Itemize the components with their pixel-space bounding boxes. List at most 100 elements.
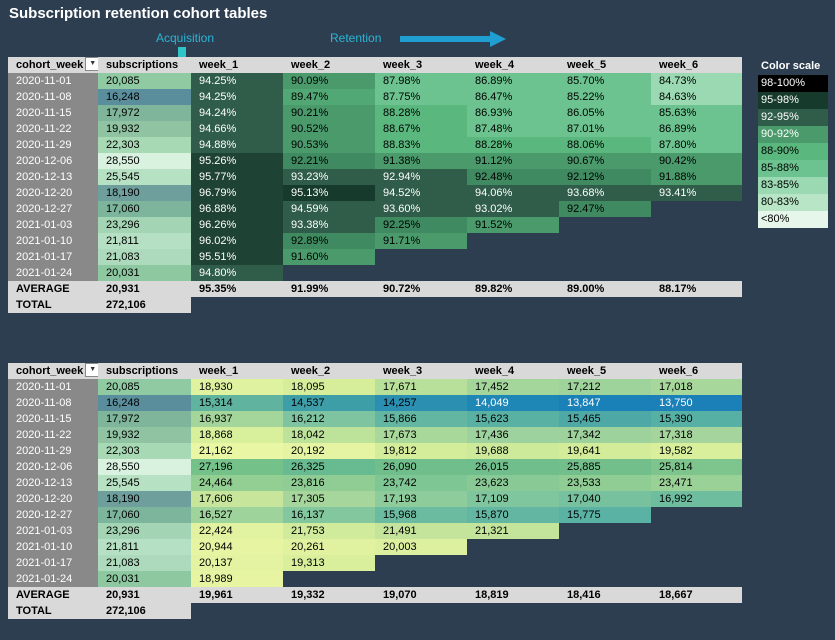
cohort-week-cell: 2020-11-15 (8, 105, 98, 121)
empty-cell (191, 603, 283, 619)
average-value: 91.99% (283, 281, 375, 297)
retention-value-cell: 95.77% (191, 169, 283, 185)
subscriptions-cell: 21,083 (98, 249, 191, 265)
average-value: 88.17% (651, 281, 742, 297)
empty-cell (283, 571, 375, 587)
counts-value-cell: 23,533 (559, 475, 651, 491)
subscriptions-cell: 20,031 (98, 265, 191, 281)
total-label: TOTAL (8, 297, 98, 313)
average-value: 20,931 (98, 281, 191, 297)
retention-row: 2020-12-27 17,060 96.88% 94.59% 93.60% 93.02%… (8, 201, 742, 217)
average-value: 89.82% (467, 281, 559, 297)
empty-cell (467, 571, 559, 587)
counts-value-cell: 23,471 (651, 475, 742, 491)
retention-row: 2020-11-01 20,085 94.25% 90.09% 87.98% 86.89%… (8, 73, 742, 89)
filter-dropdown-icon[interactable]: ▼ (85, 363, 98, 378)
counts-value-cell: 21,491 (375, 523, 467, 539)
counts-value-cell: 20,137 (191, 555, 283, 571)
retention-value-cell: 94.25% (191, 89, 283, 105)
retention-value-cell: 87.98% (375, 73, 467, 89)
retention-row: 2021-01-10 21,811 96.02% 92.89% 91.71% (8, 233, 742, 249)
counts-value-cell: 19,688 (467, 443, 559, 459)
retention-arrow-icon (400, 31, 506, 47)
counts-header-label: cohort_week (16, 365, 84, 377)
counts-value-cell: 16,527 (191, 507, 283, 523)
subscriptions-cell: 21,811 (98, 233, 191, 249)
filter-dropdown-icon[interactable]: ▼ (85, 57, 98, 72)
retention-header-week-3: week_3 (375, 57, 467, 73)
empty-cell (375, 571, 467, 587)
counts-value-cell: 24,464 (191, 475, 283, 491)
retention-value-cell: 93.38% (283, 217, 375, 233)
cohort-week-cell: 2020-12-27 (8, 201, 98, 217)
counts-header-label: week_2 (291, 365, 331, 377)
retention-header-week-6: week_6 (651, 57, 742, 73)
retention-value-cell: 95.13% (283, 185, 375, 201)
counts-row: 2021-01-24 20,031 18,989 (8, 571, 742, 587)
retention-value-cell: 94.52% (375, 185, 467, 201)
retention-value-cell: 94.06% (467, 185, 559, 201)
counts-value-cell: 23,742 (375, 475, 467, 491)
retention-header-cohort-week[interactable]: cohort_week ▼ (8, 57, 98, 73)
retention-header-week-2: week_2 (283, 57, 375, 73)
retention-value-cell: 91.38% (375, 153, 467, 169)
retention-header-label: week_6 (659, 59, 699, 71)
empty-cell (467, 555, 559, 571)
subscriptions-cell: 21,811 (98, 539, 191, 555)
empty-cell (559, 523, 651, 539)
counts-total-row: TOTAL 272,106 (8, 603, 742, 619)
counts-value-cell: 15,870 (467, 507, 559, 523)
retention-header-week-1: week_1 (191, 57, 283, 73)
subscriptions-cell: 28,550 (98, 153, 191, 169)
cohort-week-cell: 2020-12-06 (8, 459, 98, 475)
counts-value-cell: 16,992 (651, 491, 742, 507)
retention-value-cell: 87.80% (651, 137, 742, 153)
cohort-week-cell: 2021-01-17 (8, 249, 98, 265)
average-value: 90.72% (375, 281, 467, 297)
subscriptions-cell: 25,545 (98, 169, 191, 185)
counts-value-cell: 25,885 (559, 459, 651, 475)
retention-row: 2020-12-13 25,545 95.77% 93.23% 92.94% 92.48%… (8, 169, 742, 185)
retention-header-row: cohort_week ▼ subscriptions week_1 week_2 wee… (8, 57, 742, 73)
retention-header-label: week_2 (291, 59, 331, 71)
counts-header-week-2: week_2 (283, 363, 375, 379)
cohort-week-cell: 2021-01-10 (8, 539, 98, 555)
retention-value-cell: 93.41% (651, 185, 742, 201)
acquisition-label: Acquisition (156, 31, 215, 45)
cohort-week-cell: 2020-11-15 (8, 411, 98, 427)
cohort-week-cell: 2020-11-01 (8, 73, 98, 89)
empty-cell (559, 265, 651, 281)
retention-value-cell: 90.42% (651, 153, 742, 169)
counts-value-cell: 21,753 (283, 523, 375, 539)
counts-value-cell: 18,042 (283, 427, 375, 443)
cohort-week-cell: 2021-01-24 (8, 571, 98, 587)
cohort-week-cell: 2020-12-06 (8, 153, 98, 169)
retention-value-cell: 86.89% (651, 121, 742, 137)
retention-row: 2021-01-03 23,296 96.26% 93.38% 92.25% 91.52% (8, 217, 742, 233)
retention-value-cell: 91.52% (467, 217, 559, 233)
counts-header-cohort-week[interactable]: cohort_week ▼ (8, 363, 98, 379)
retention-row: 2020-11-15 17,972 94.24% 90.21% 88.28% 86.93%… (8, 105, 742, 121)
counts-value-cell: 23,816 (283, 475, 375, 491)
subscriptions-cell: 17,972 (98, 105, 191, 121)
empty-cell (651, 297, 742, 313)
retention-value-cell: 92.48% (467, 169, 559, 185)
counts-value-cell: 25,814 (651, 459, 742, 475)
empty-cell (651, 555, 742, 571)
counts-header-week-6: week_6 (651, 363, 742, 379)
counts-value-cell: 14,537 (283, 395, 375, 411)
counts-value-cell: 17,436 (467, 427, 559, 443)
counts-value-cell: 16,212 (283, 411, 375, 427)
empty-cell (559, 297, 651, 313)
counts-value-cell: 14,049 (467, 395, 559, 411)
empty-cell (651, 249, 742, 265)
counts-value-cell: 17,342 (559, 427, 651, 443)
empty-cell (283, 603, 375, 619)
retention-value-cell: 88.06% (559, 137, 651, 153)
retention-value-cell: 90.53% (283, 137, 375, 153)
empty-cell (467, 233, 559, 249)
empty-cell (651, 217, 742, 233)
counts-value-cell: 17,212 (559, 379, 651, 395)
retention-value-cell: 93.68% (559, 185, 651, 201)
empty-cell (283, 297, 375, 313)
